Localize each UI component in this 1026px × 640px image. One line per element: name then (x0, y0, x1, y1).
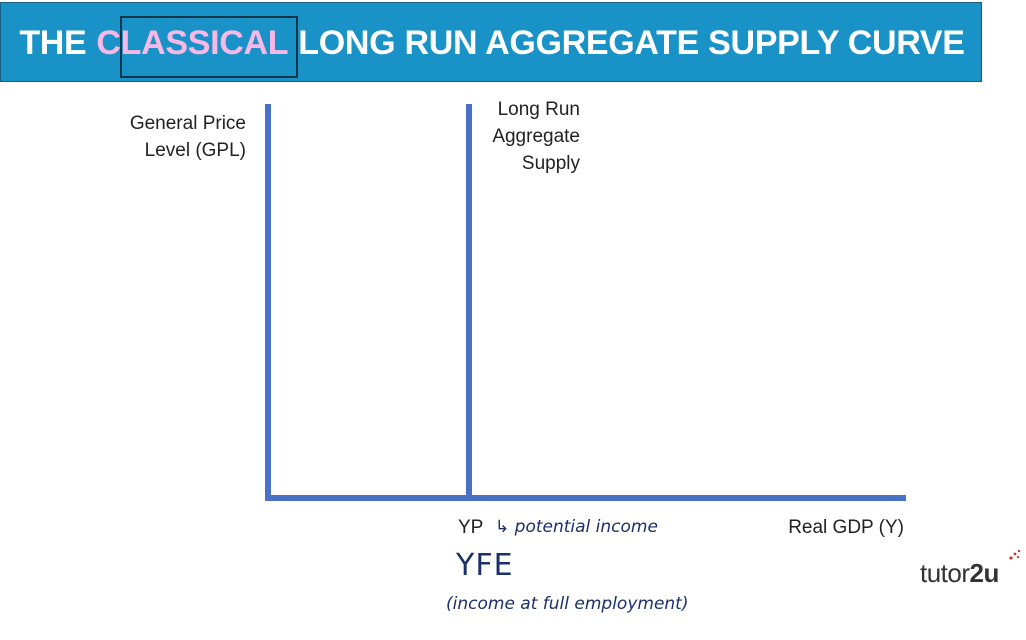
title-banner: THE CLASSICAL LONG RUN AGGREGATE SUPPLY … (0, 2, 982, 82)
title-post: LONG RUN AGGREGATE SUPPLY CURVE (298, 23, 965, 62)
title-pre: THE (19, 23, 87, 62)
lras-curve-label: Long Run Aggregate Supply (492, 99, 580, 174)
potential-income-note: ↳ potential income (495, 517, 658, 537)
title-highlight: CLASSICAL (96, 23, 289, 62)
logo-bold: 2u (969, 558, 1000, 588)
yfe-note: YFE (456, 548, 514, 583)
yp-tick-label: YP (458, 517, 484, 538)
logo-regular: tutor (920, 558, 970, 588)
y-axis-label: General Price Level (GPL) (129, 113, 246, 161)
highlight-box (120, 16, 298, 78)
x-axis-label: Real GDP (Y) (788, 517, 904, 538)
full-employment-note: (income at full employment) (446, 594, 689, 614)
page-title: THE CLASSICAL LONG RUN AGGREGATE SUPPLY … (1, 3, 983, 83)
tutor2u-logo: tutor2u (920, 558, 999, 589)
logo-dots-icon (1009, 549, 1021, 560)
